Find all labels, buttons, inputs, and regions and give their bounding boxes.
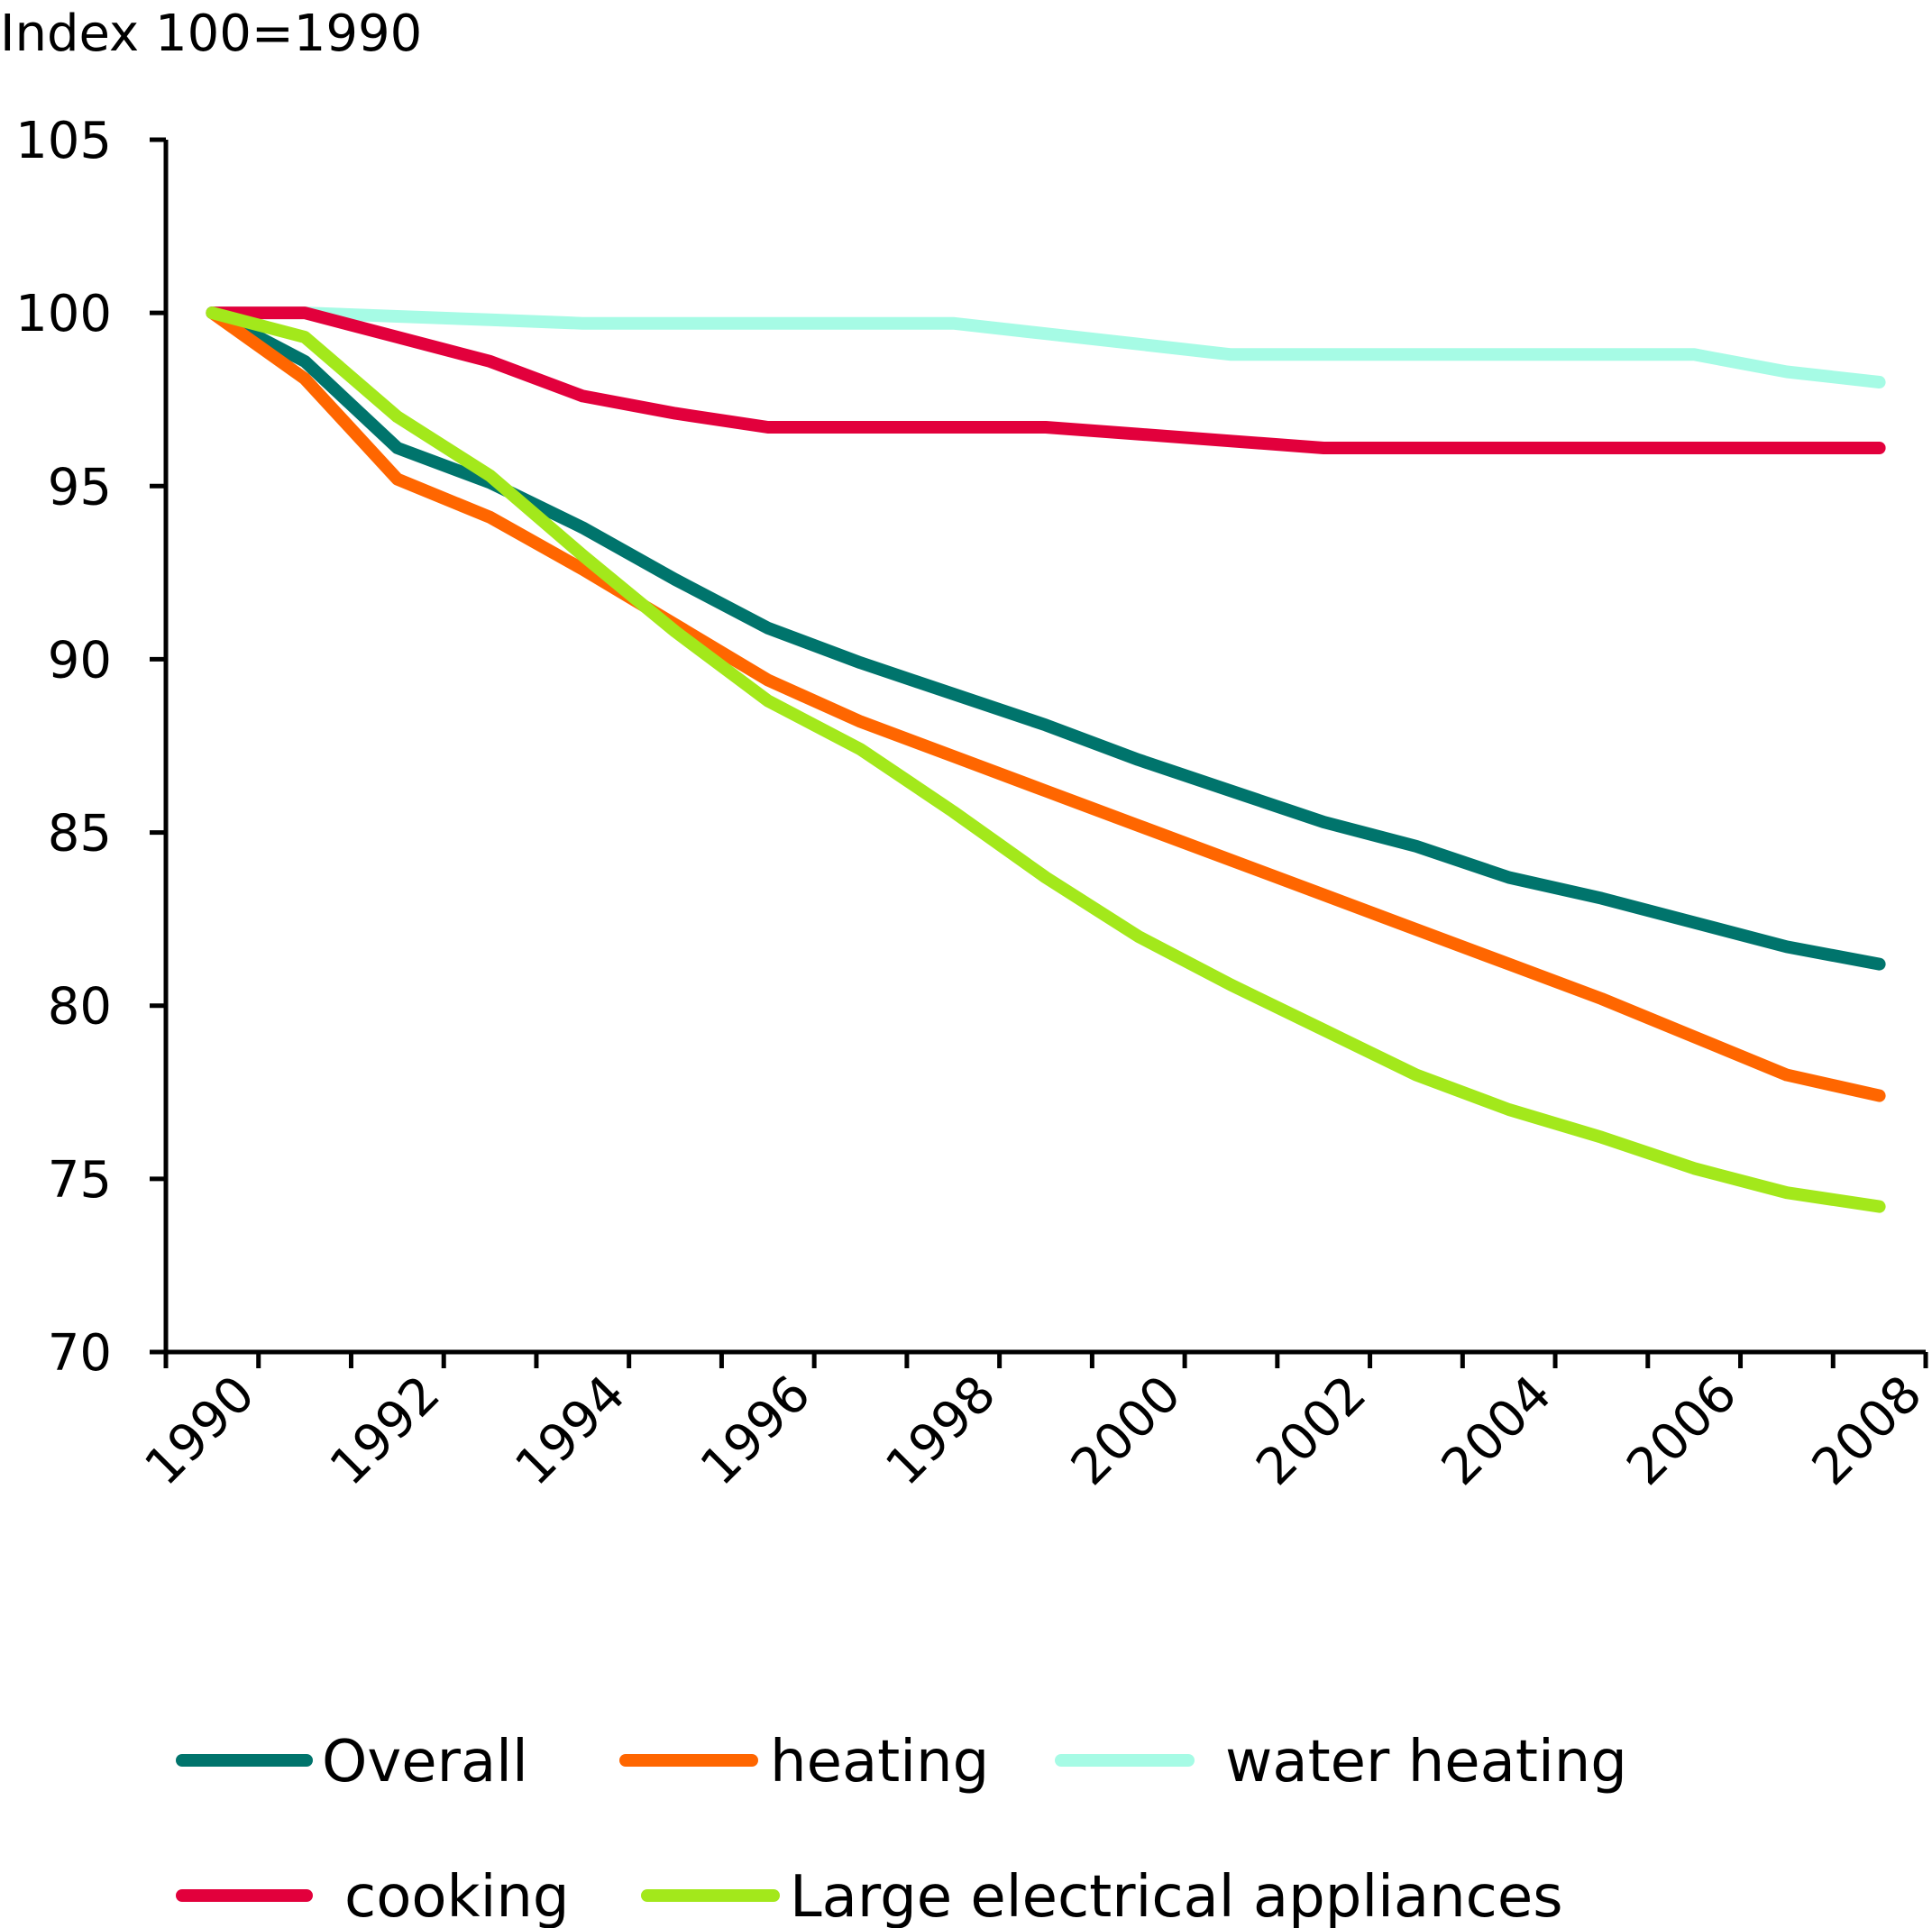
axes bbox=[150, 140, 1926, 1355]
legend-label-overall: Overall bbox=[322, 1729, 528, 1796]
x-tick-label: 2008 bbox=[1801, 1365, 1932, 1497]
legend-label-cooking: cooking bbox=[344, 1864, 570, 1928]
series-line-cooking bbox=[206, 306, 1886, 454]
series-line-large-electrical-appliances bbox=[206, 306, 1886, 1213]
series-line-overall bbox=[206, 306, 1886, 971]
x-tick-label: 2006 bbox=[1616, 1365, 1748, 1497]
x-tick-label: 1990 bbox=[134, 1365, 267, 1497]
y-tick-label: 105 bbox=[15, 112, 112, 170]
y-axis-label: Index 100=1990 bbox=[0, 5, 422, 63]
y-tick-label: 75 bbox=[48, 1151, 112, 1210]
legend-label-heating: heating bbox=[770, 1729, 989, 1796]
series-line-water-heating bbox=[206, 306, 1886, 388]
y-tick-label: 70 bbox=[48, 1324, 112, 1383]
y-tick-label: 80 bbox=[48, 978, 112, 1037]
x-tick-label: 2002 bbox=[1245, 1365, 1378, 1497]
legend-label-water-heating: water heating bbox=[1225, 1729, 1627, 1796]
x-tick-label: 1996 bbox=[690, 1365, 822, 1497]
series-lines bbox=[206, 306, 1886, 1213]
x-tick-label: 2000 bbox=[1060, 1365, 1193, 1497]
series-line-heating bbox=[206, 306, 1886, 1102]
legend-label-large-electrical-appliances: Large electrical appliances bbox=[790, 1864, 1563, 1928]
x-tick-label: 1998 bbox=[874, 1365, 1007, 1497]
legend: Overall heating water heating cooking Large … bbox=[176, 1729, 1627, 1928]
y-tick-label: 95 bbox=[48, 458, 112, 516]
x-tick-label: 2004 bbox=[1431, 1365, 1563, 1497]
y-tick-label: 100 bbox=[15, 285, 112, 343]
x-axis-ticks: 1990 1992 1994 1996 1998 2000 2002 2004 2006 2008 bbox=[134, 1352, 1932, 1497]
y-tick-label: 85 bbox=[48, 805, 112, 863]
y-axis-ticks: 70 75 80 85 90 95 100 105 bbox=[15, 112, 166, 1383]
x-tick-label: 1994 bbox=[504, 1365, 636, 1497]
y-tick-label: 90 bbox=[48, 631, 112, 690]
x-tick-label: 1992 bbox=[319, 1365, 452, 1497]
